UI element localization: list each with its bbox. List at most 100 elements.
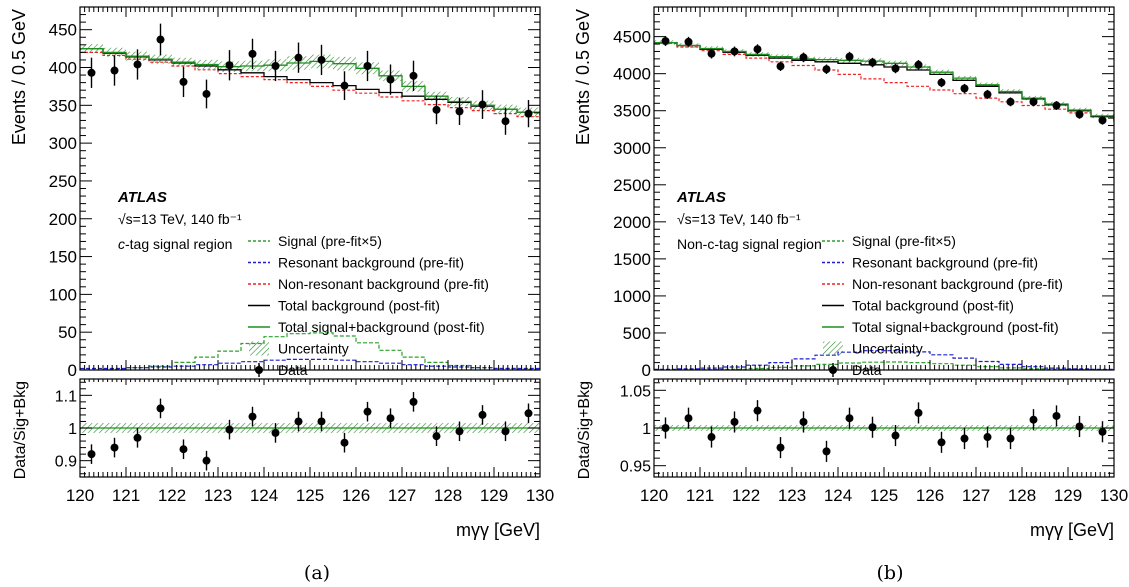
ratio-point (363, 407, 372, 416)
x-tick-label: 126 (342, 486, 370, 505)
y-tick-label: 300 (49, 134, 77, 153)
region-label: Non-c-tag signal region (677, 236, 822, 252)
x-tick-label: 122 (158, 486, 186, 505)
ratio-point (799, 417, 808, 426)
data-point (868, 58, 877, 67)
data-point (1098, 116, 1107, 125)
x-tick-label: 125 (870, 486, 898, 505)
ratio-point (776, 443, 785, 452)
region-label-suffix: -tag signal region (125, 236, 232, 252)
x-tick-label: 121 (686, 486, 714, 505)
y-tick-label: 0 (68, 361, 77, 380)
ratio-point (684, 414, 693, 423)
ratio-point (1052, 411, 1061, 420)
data-point (386, 75, 395, 84)
x-tick-label: 120 (640, 486, 668, 505)
legend-uncertainty-label: Uncertainty (852, 341, 923, 357)
legend-data-label: Data (852, 362, 882, 378)
data-point (1006, 97, 1015, 106)
nonresonant-background-line (654, 42, 1114, 121)
data-point (822, 65, 831, 74)
x-tick-label: 128 (1008, 486, 1036, 505)
data-point (409, 71, 418, 80)
legend-uncertainty-swatch (823, 341, 843, 356)
y-tick-label: 400 (49, 59, 77, 78)
legend-totalsb-label: Total signal+background (post-fit) (852, 319, 1059, 335)
data-point (110, 66, 119, 75)
legend-signal-label: Signal (pre-fit×5) (852, 233, 956, 249)
ratio-point (891, 431, 900, 440)
data-point (776, 62, 785, 71)
x-tick-label: 130 (1100, 486, 1128, 505)
ratio-point (1075, 422, 1084, 431)
data-point (891, 64, 900, 73)
ratio-point (294, 417, 303, 426)
data-point (317, 55, 326, 64)
energy-luminosity-label: √s=13 TeV, 140 fb⁻¹ (118, 211, 242, 227)
data-point (753, 45, 762, 54)
ratio-point (87, 450, 96, 459)
x-tick-label: 126 (916, 486, 944, 505)
panel-caption: (a) (304, 562, 330, 584)
x-tick-label: 129 (480, 486, 508, 505)
legend-totalsb-label: Total signal+background (post-fit) (278, 319, 485, 335)
ratio-plot-area (654, 400, 1114, 462)
ratio-y-tick-label: 1.1 (55, 388, 77, 405)
ratio-point (432, 432, 441, 441)
data-point (248, 49, 257, 58)
x-axis-label: mγγ [GeV] (456, 520, 540, 540)
ratio-point (822, 447, 831, 456)
atlas-label: ATLAS (117, 189, 167, 206)
legend-totalbkg-label: Total background (post-fit) (278, 298, 440, 314)
y-tick-label: 4000 (613, 65, 651, 84)
panel-caption: (b) (877, 562, 904, 584)
ratio-point (1006, 434, 1015, 443)
ratio-point (937, 438, 946, 447)
data-point (478, 100, 487, 109)
ratio-point (202, 456, 211, 465)
x-tick-label: 130 (526, 486, 554, 505)
signal-line (80, 332, 540, 370)
ratio-point (753, 406, 762, 415)
panel-b: 0 500 1000 1500 2000 2500 3000 3500 4000 4500 Even… (573, 6, 1128, 584)
data-point (87, 68, 96, 77)
ratio-point (225, 425, 234, 434)
data-point (524, 109, 533, 118)
ratio-point (730, 417, 739, 426)
x-tick-label: 120 (66, 486, 94, 505)
y-tick-label: 450 (49, 21, 77, 40)
data-point (455, 107, 464, 116)
ratio-point (868, 423, 877, 432)
x-tick-label: 123 (778, 486, 806, 505)
ratio-point (386, 414, 395, 423)
ratio-point (110, 443, 119, 452)
y-tick-label: 100 (49, 285, 77, 304)
ratio-y-tick-label: 0.95 (620, 459, 651, 476)
data-point (501, 117, 510, 126)
ratio-point (524, 409, 533, 418)
y-tick-label: 2500 (613, 176, 651, 195)
y-tick-label: 2000 (613, 213, 651, 232)
legend-totalbkg-label: Total background (post-fit) (852, 298, 1014, 314)
y-tick-label: 350 (49, 96, 77, 115)
y-tick-label: 250 (49, 172, 77, 191)
data-point (363, 61, 372, 70)
data-point (432, 105, 441, 114)
ratio-point (1098, 427, 1107, 436)
data-point (730, 47, 739, 56)
region-label: c-tag signal region (118, 236, 232, 252)
legend-resonant-label: Resonant background (pre-fit) (852, 255, 1038, 271)
data-point (340, 81, 349, 90)
data-point (684, 37, 693, 46)
ratio-point (271, 428, 280, 437)
y-axis-label: Events / 0.5 GeV (573, 9, 593, 145)
legend-nonresonant-label: Non-resonant background (pre-fit) (852, 276, 1063, 292)
y-tick-label: 3500 (613, 102, 651, 121)
data-point (960, 84, 969, 93)
x-tick-label: 124 (824, 486, 852, 505)
ratio-point (340, 438, 349, 447)
energy-luminosity-label: √s=13 TeV, 140 fb⁻¹ (677, 211, 801, 227)
legend-resonant-label: Resonant background (pre-fit) (278, 255, 464, 271)
ratio-point (409, 397, 418, 406)
